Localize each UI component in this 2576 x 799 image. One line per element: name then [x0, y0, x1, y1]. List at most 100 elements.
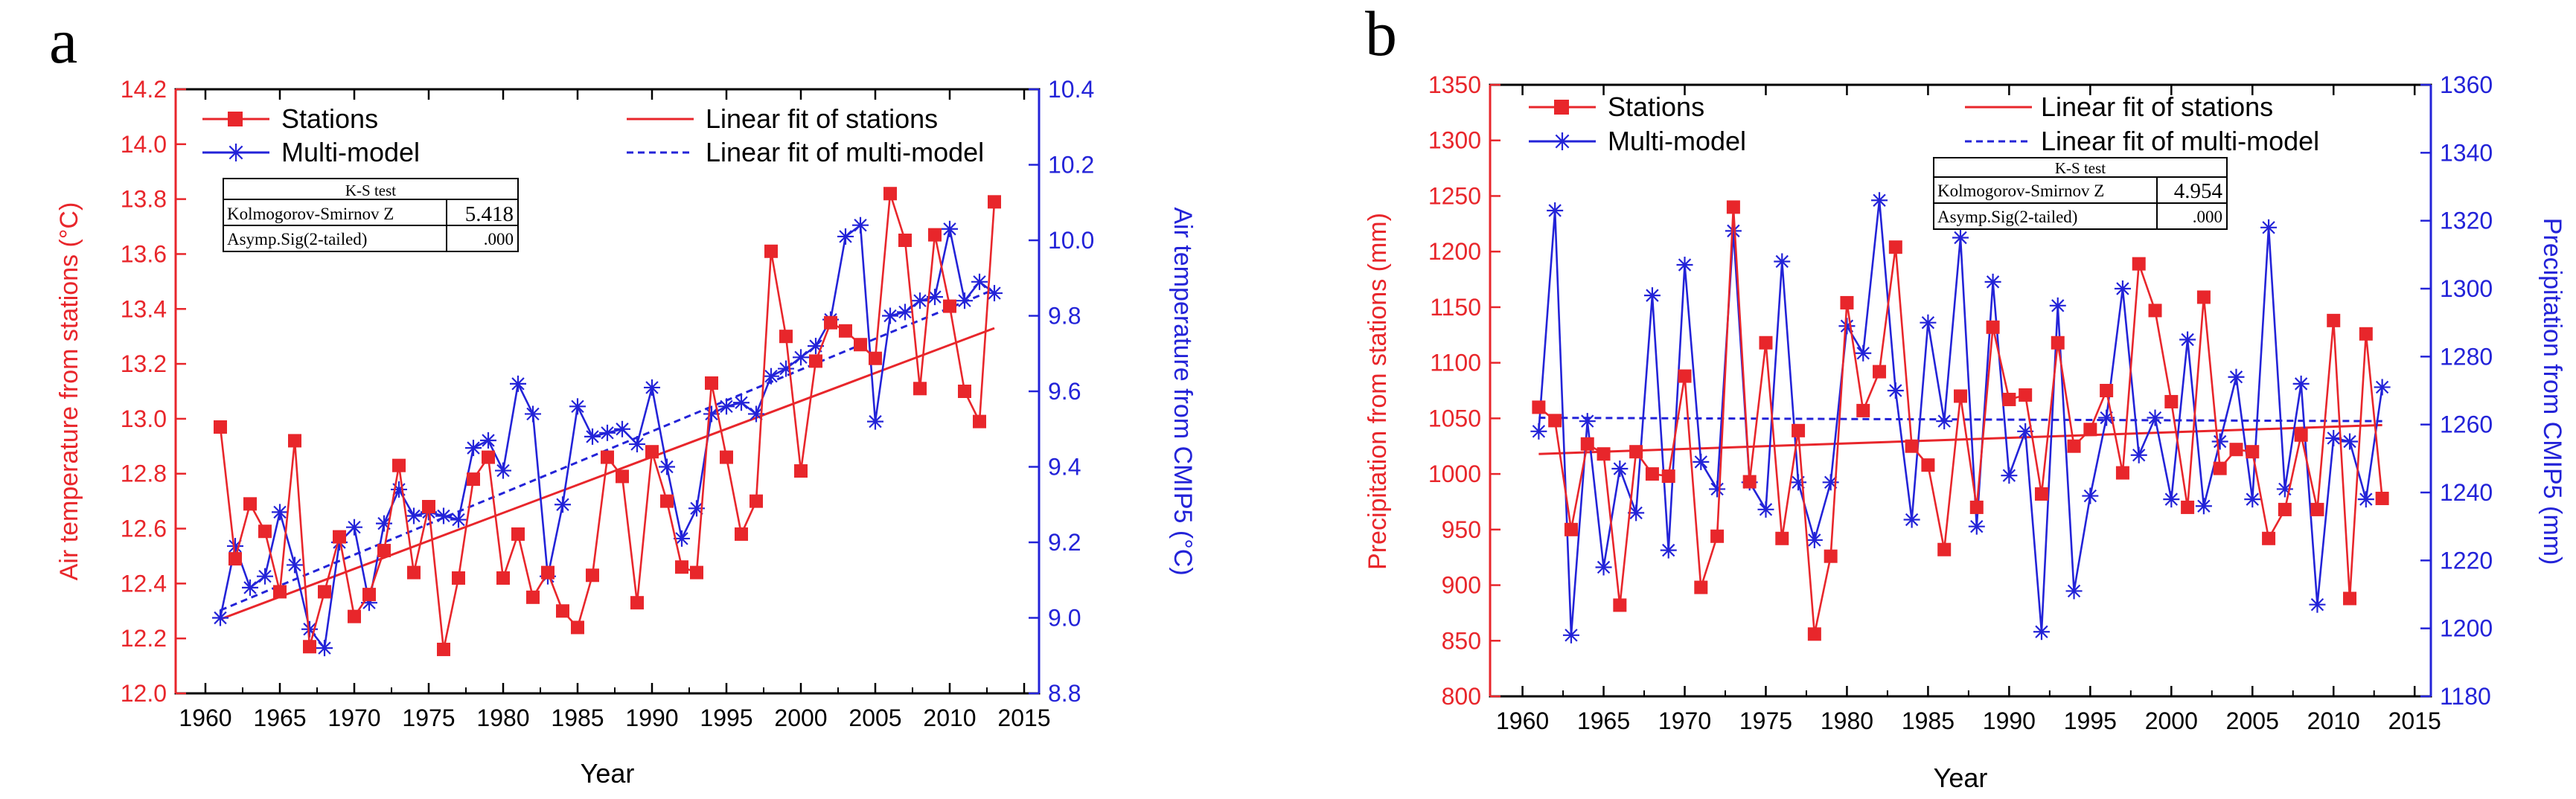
- point-stations-a: [318, 585, 331, 599]
- point-multimodel-a-stroke-3: [482, 434, 495, 447]
- y-axis-label-right-a: Air temperature from CMIP5 (°C): [1169, 207, 1197, 575]
- point-stations-b: [1726, 200, 1740, 214]
- point-multimodel-b-stroke-3: [2359, 492, 2373, 506]
- point-multimodel-b-stroke-3: [1532, 425, 1546, 438]
- point-multimodel-a-stroke-3: [243, 581, 257, 594]
- point-stations-b: [2213, 461, 2227, 475]
- legend-multimodel-a: Multi-model: [281, 137, 420, 167]
- point-multimodel-b-stroke-3: [1565, 629, 1578, 642]
- point-stations-b: [1613, 598, 1627, 612]
- point-stations-a: [973, 414, 986, 429]
- point-multimodel-a-stroke-3: [348, 521, 361, 534]
- point-multimodel-b-stroke-3: [2343, 434, 2356, 449]
- point-multimodel-b-stroke-3: [1694, 455, 1708, 469]
- point-stations-a: [228, 552, 242, 566]
- point-stations-b: [2002, 392, 2016, 406]
- point-multimodel-a-stroke-3: [571, 400, 584, 413]
- point-stations-b: [1792, 423, 1806, 437]
- point-stations-a: [794, 464, 808, 478]
- y-left-tick-label-a: 12.6: [121, 516, 167, 542]
- ks-sig-value-a: .000: [484, 230, 514, 248]
- x-tick-label-b: 1980: [1821, 707, 1873, 734]
- point-stations-b: [1986, 320, 2000, 334]
- point-multimodel-a: [778, 360, 794, 377]
- x-tick-label-b: 1985: [1902, 707, 1955, 734]
- point-multimodel-b: [2082, 487, 2099, 504]
- y-left-tick-label-b: 1050: [1428, 405, 1481, 431]
- y-axis-label-left-b: Precipitation from stations (mm): [1364, 213, 1392, 570]
- x-tick-label-b: 1960: [1496, 707, 1549, 734]
- point-stations-a: [675, 560, 688, 574]
- y-right-tick-label-b: 1260: [2440, 411, 2493, 438]
- point-stations-a: [779, 330, 793, 344]
- fit-line-multimodel-b: [1538, 417, 2382, 423]
- point-stations-b: [2343, 591, 2357, 606]
- point-multimodel-a-stroke-3: [303, 623, 316, 636]
- point-stations-a: [898, 234, 912, 247]
- y-right-tick-label-b: 1200: [2440, 615, 2493, 642]
- x-tick-label-b: 2015: [2388, 707, 2441, 734]
- y-left-tick-label-b: 1350: [1428, 71, 1481, 98]
- point-multimodel-b-stroke-3: [2181, 333, 2194, 347]
- point-multimodel-b-stroke-3: [2132, 449, 2146, 462]
- point-multimodel-a: [867, 413, 883, 430]
- point-stations-b: [2246, 445, 2260, 459]
- point-stations-b: [2164, 394, 2179, 408]
- y-right-tick-label-a: 9.4: [1048, 454, 1081, 481]
- panel-label-a: a: [49, 5, 77, 77]
- point-multimodel-b: [2114, 280, 2131, 297]
- point-multimodel-a-stroke-3: [556, 498, 569, 511]
- point-multimodel-a-stroke-3: [690, 501, 703, 516]
- point-multimodel-a-stroke-3: [988, 286, 1001, 300]
- point-multimodel-b-stroke-3: [1548, 204, 1562, 217]
- point-stations-b: [1905, 439, 1919, 453]
- point-multimodel-a-stroke-3: [958, 294, 971, 307]
- point-multimodel-b: [1871, 192, 1888, 209]
- y-left-tick-label-b: 850: [1442, 627, 1481, 654]
- point-stations-a: [988, 195, 1001, 209]
- point-multimodel-b: [2260, 219, 2278, 236]
- point-multimodel-a-stroke-3: [452, 513, 465, 527]
- point-stations-a: [630, 596, 644, 610]
- point-multimodel-a: [659, 458, 675, 475]
- point-multimodel-a-stroke-3: [645, 381, 659, 394]
- point-multimodel-b: [1984, 273, 2001, 290]
- legend-stations-a: Stations: [281, 103, 378, 134]
- point-stations-b: [1548, 414, 1562, 428]
- point-multimodel-b: [1903, 511, 1920, 528]
- point-multimodel-a-stroke-3: [839, 230, 852, 243]
- point-multimodel-a-stroke-3: [883, 309, 897, 323]
- point-stations-a: [303, 640, 316, 654]
- point-multimodel-a-stroke-3: [511, 377, 525, 391]
- legend-fit-stations-b: Linear fit of stations: [2041, 92, 2273, 122]
- point-stations-a: [705, 376, 718, 390]
- point-multimodel-a: [525, 405, 541, 423]
- point-stations-b: [1937, 542, 1952, 556]
- point-multimodel-a-stroke-3: [273, 505, 287, 519]
- point-multimodel-a: [272, 504, 288, 521]
- ks-z-label-a: Kolmogorov-Smirnov Z: [227, 205, 394, 223]
- point-stations-b: [1532, 400, 1546, 414]
- ks-title-a: K-S test: [345, 182, 396, 199]
- y-right-tick-label-a: 8.8: [1048, 680, 1081, 707]
- point-stations-b: [1645, 467, 1659, 481]
- point-stations-b: [1840, 295, 1854, 309]
- x-tick-label-b: 2010: [2307, 707, 2360, 734]
- y-left-tick-label-a: 12.4: [121, 570, 167, 597]
- point-multimodel-b-stroke-3: [2164, 492, 2179, 506]
- point-multimodel-b: [1855, 344, 1872, 362]
- point-multimodel-a: [763, 368, 779, 385]
- point-stations-b: [1742, 475, 1757, 489]
- ks-z-value-b: 4.954: [2174, 179, 2223, 203]
- x-tick-label-a: 2000: [774, 705, 827, 731]
- point-multimodel-b: [2001, 467, 2018, 484]
- point-multimodel-b-stroke-3: [2019, 425, 2032, 438]
- point-stations-b: [1564, 522, 1578, 536]
- point-multimodel-a-stroke-3: [869, 414, 882, 429]
- point-multimodel-a-stroke-3: [913, 294, 927, 307]
- point-multimodel-b-stroke-3: [2116, 282, 2129, 295]
- legend-fit-multimodel-b: Linear fit of multi-model: [2041, 126, 2319, 156]
- point-multimodel-b: [1920, 314, 1937, 331]
- point-stations-b: [2294, 428, 2308, 442]
- y-axis-label-left-a: Air temperature from stations (°C): [55, 202, 83, 581]
